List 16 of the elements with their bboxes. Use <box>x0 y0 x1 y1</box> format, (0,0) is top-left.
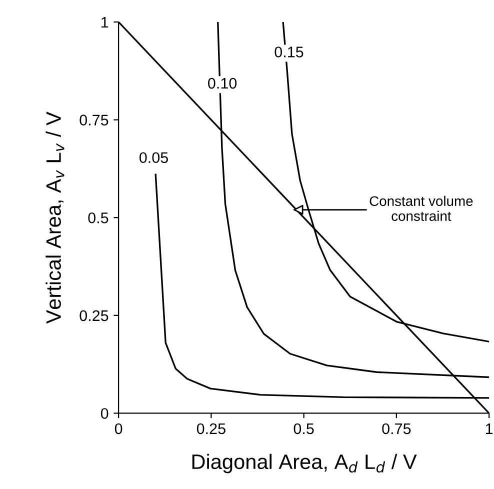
annotation: 0.05 <box>139 152 168 164</box>
x-axis-title: Diagonal Area, A$_{d}$ L$_{d}$ / V <box>192 454 417 474</box>
y-tick-label: 0 <box>100 408 108 419</box>
x-tick-label: 0.75 <box>382 423 411 434</box>
annotation: Constant volume constraint <box>370 196 473 221</box>
y-tick-label: 0.5 <box>88 212 108 224</box>
annotation: 0.10 <box>208 78 237 89</box>
y-tick-label: 0.25 <box>80 310 108 322</box>
x-tick-label: 0.25 <box>196 423 226 434</box>
x-tick-label: 1 <box>486 423 493 434</box>
x-tick-label: 0 <box>114 423 122 434</box>
y-tick-label: 0.75 <box>80 114 108 126</box>
y-axis-title: Vertical Area, A$_{v}$ L$_{v}$ / V <box>46 112 64 324</box>
x-tick-label: 0.5 <box>294 423 314 434</box>
y-tick-label: 1 <box>102 17 108 28</box>
annotation: 0.15 <box>274 46 304 58</box>
